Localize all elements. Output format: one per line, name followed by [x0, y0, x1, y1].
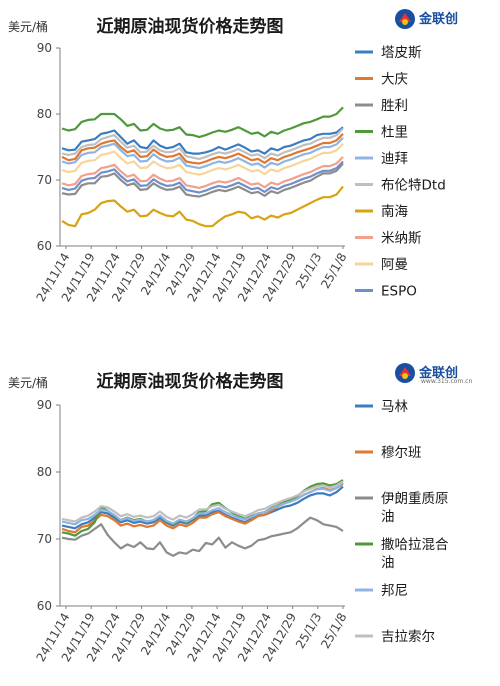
legend-label: 南海 [381, 204, 408, 220]
series-line [61, 127, 344, 160]
legend-label: 塔皮斯 [381, 45, 422, 61]
y-unit-label: 美元/桶 [8, 20, 49, 34]
brand-logo: 金联创 www.315.com.cn [394, 360, 494, 386]
legend-label: 布伦特Dtd [381, 178, 446, 194]
legend-label: 油 [381, 555, 395, 571]
legend-label: 杜里 [381, 125, 408, 141]
legend-label: ESPO [381, 284, 417, 300]
y-tick-label: 60 [37, 239, 52, 253]
y-unit-label: 美元/桶 [8, 376, 49, 390]
y-tick-label: 90 [37, 41, 52, 55]
legend-label: 米纳斯 [381, 231, 422, 247]
series-line [61, 137, 344, 170]
series-line [61, 126, 344, 155]
y-tick-label: 80 [37, 465, 52, 479]
legend-label: 迪拜 [381, 151, 408, 167]
x-tick-label: 25/1/8 [318, 611, 349, 651]
legend-label: 撒哈拉混合 [381, 537, 449, 553]
brand-logo: 金联创 [394, 6, 494, 32]
brand-logo-icon [395, 363, 415, 383]
series-line [61, 160, 344, 194]
legend-label: 马林 [381, 399, 408, 415]
legend-label: 胜利 [381, 98, 408, 114]
legend-label: 油 [381, 509, 395, 525]
series-line [61, 142, 344, 176]
brand-logo-icon [395, 9, 415, 29]
chart-bottom: 美元/桶 近期原油现货价格走势图 金联创 www.315.com.cn 60 70… [0, 343, 500, 686]
series-line [61, 133, 344, 165]
series-line [61, 516, 344, 557]
chart-top: 美元/桶 近期原油现货价格走势图 金联创 60 70 80 90 24/11/14 24/… [8, 6, 494, 304]
chart-plot-top: 6070809024/11/1424/11/1924/11/2424/11/29… [34, 41, 446, 304]
brand-url: www.315.com.cn [421, 378, 473, 385]
y-tick-label: 60 [37, 599, 52, 613]
y-tick-label: 70 [37, 173, 52, 187]
series-line [61, 106, 344, 139]
legend-label: 伊朗重质原 [381, 491, 449, 507]
series-line [61, 185, 344, 228]
x-tick-label: 25/1/8 [318, 251, 349, 291]
y-tick-label: 80 [37, 107, 52, 121]
legend-label: 阿曼 [381, 257, 408, 273]
series-line [61, 156, 344, 189]
y-tick-label: 70 [37, 532, 52, 546]
legend-label: 穆尔班 [381, 445, 422, 461]
series-line [61, 162, 344, 198]
legend-label: 吉拉索尔 [381, 629, 435, 645]
brand-name: 金联创 [419, 366, 459, 381]
chart-title: 近期原油现货价格走势图 [96, 372, 284, 392]
series-line [61, 485, 344, 530]
chart-title: 近期原油现货价格走势图 [96, 17, 284, 37]
series-line [61, 481, 344, 526]
y-tick-label: 90 [37, 398, 52, 412]
legend-label: 邦尼 [381, 583, 408, 599]
chart-plot-bottom: 6070809024/11/1424/11/1924/11/2424/11/29… [34, 398, 449, 664]
brand-name: 金联创 [419, 12, 459, 27]
legend-label: 大庆 [381, 72, 408, 88]
series-line [61, 480, 344, 523]
